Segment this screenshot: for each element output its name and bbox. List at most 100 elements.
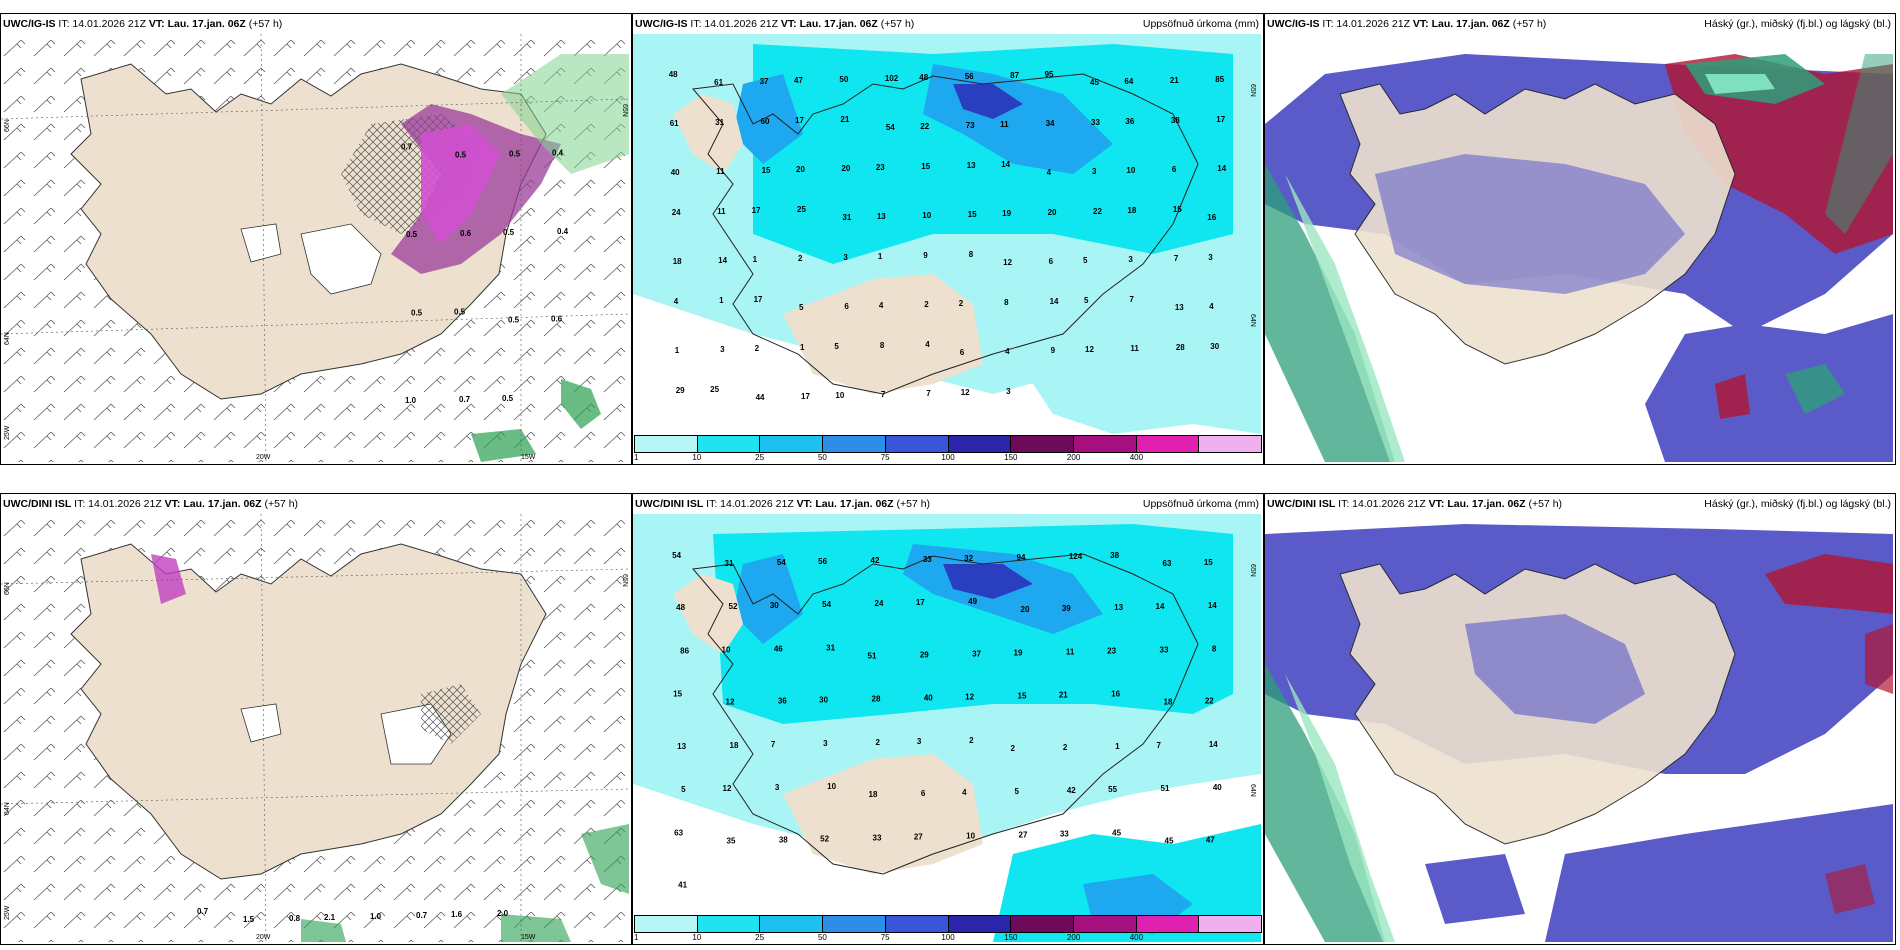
value-label: 2.0 [497,909,509,918]
value-label: 18 [1164,698,1173,707]
value-label: 11 [716,167,725,176]
value-label: 0.5 [454,308,466,317]
colorbar-box [760,916,824,932]
high-cloud-red [1765,554,1893,614]
colorbar-box [1199,916,1262,932]
value-label: 4 [674,297,679,306]
value-label: 1.5 [243,915,255,924]
lat-label-65n: 65N [1249,564,1256,577]
value-label: 21 [840,115,849,124]
value-label: 2 [798,254,803,263]
lead-time: (+57 h) [880,18,915,30]
valid-time: Lau. 17.jan. 06Z [799,18,878,30]
model-name: UWC/IG-IS [3,18,56,30]
value-label: 64 [1124,77,1133,86]
value-label: 9 [1051,346,1056,355]
precip-colorbar: 1 10 25 50 75 100 150 200 400 [634,915,1262,943]
lead-time: (+57 h) [248,18,283,30]
value-label: 50 [839,75,848,84]
value-label: 14 [1217,164,1226,173]
value-label: 3 [843,253,848,262]
value-label: 13 [677,742,686,751]
value-label: 7 [926,389,931,398]
value-label: 46 [774,644,783,653]
value-label: 54 [822,600,831,609]
value-label: 12 [726,698,735,707]
lon-label-20w: 20W [256,454,271,461]
value-label: 95 [1045,70,1054,79]
value-label: 31 [715,118,724,127]
colorbar-box [1011,916,1074,932]
value-label: 1.0 [370,912,382,921]
value-label: 21 [1059,691,1068,700]
colorbar-label: 100 [941,453,955,462]
icing-values: 0.7 0.5 0.5 0.4 0.5 0.6 0.5 0.4 0.5 0.5 0.5 0.6 1.0 0… [401,143,569,406]
value-label: 7 [1157,741,1162,750]
value-label: 12 [1003,258,1012,267]
panel-wind-dini: UWC/DINI ISL IT: 14.01.2026 21Z VT: Lau.… [0,493,632,945]
value-label: 29 [920,650,929,659]
value-label: 10 [722,645,731,654]
value-label: 18 [730,741,739,750]
lat-label-65n: 65N [1249,84,1256,97]
value-label: 2 [876,738,881,747]
value-label: 0.4 [552,149,564,158]
value-label: 54 [886,123,895,132]
value-label: 45 [1090,78,1099,87]
panel-clouds-igis: UWC/IG-IS IT: 14.01.2026 21Z VT: Lau. 17… [1264,13,1896,465]
init-time: IT: 14.01.2026 21Z [690,18,778,30]
value-label: 32 [964,554,973,563]
value-label: 21 [1170,76,1179,85]
value-label: 48 [919,73,928,82]
init-time: IT: 14.01.2026 21Z [706,498,794,510]
value-label: 6 [1172,165,1177,174]
value-label: 13 [967,161,976,170]
value-label: 2 [755,344,760,353]
value-label: 25 [710,385,719,394]
value-label: 1 [753,255,758,264]
colorbar-label: 1 [634,453,639,462]
value-label: 6 [960,348,965,357]
value-label: 12 [961,388,970,397]
map-area [1265,514,1895,944]
value-label: 3 [1208,253,1213,262]
colorbar-label: 25 [755,453,765,462]
init-time: IT: 14.01.2026 21Z [1322,18,1410,30]
value-label: 85 [1215,75,1224,84]
value-label: 42 [1067,786,1076,795]
panel-clouds-dini: UWC/DINI ISL IT: 14.01.2026 21Z VT: Lau.… [1264,493,1896,945]
colorbar-label: 75 [880,933,890,942]
value-label: 0.5 [509,150,521,159]
value-label: 41 [678,881,687,890]
value-label: 22 [1205,697,1214,706]
colorbar-label: 75 [880,453,890,462]
lon-label-20w: 20W [256,934,271,941]
value-label: 7 [881,390,886,399]
value-label: 4 [1005,347,1010,356]
value-label: 38 [779,835,788,844]
colorbar-box [885,916,949,932]
lon-label-25w: 25W [4,425,11,440]
valid-time: Lau. 17.jan. 06Z [183,498,262,510]
value-label: 27 [914,832,923,841]
value-label: 0.6 [460,229,472,238]
value-label: 3 [720,345,725,354]
value-label: 1.0 [405,396,417,405]
value-label: 63 [1163,559,1172,568]
value-label: 17 [1216,115,1225,124]
value-label: 38 [1110,551,1119,560]
colorbar-box [1136,436,1200,452]
value-label: 1 [878,252,883,261]
icing-values: 0.7 1.5 0.8 2.1 1.0 0.7 1.6 2.0 [197,907,509,924]
colorbar-box [697,916,761,932]
colorbar-boxes [634,435,1262,453]
value-label: 86 [680,646,689,655]
valid-label: VT: [780,18,797,30]
lat-label-64n: 64N [1249,314,1256,327]
value-label: 17 [754,295,763,304]
value-label: 31 [842,213,851,222]
wind-map: 66N 64N 25W 20W 15W 65N 0.70.5 0.5 0.40.5 0… [1,34,629,462]
cloud-map [1265,34,1893,462]
value-label: 51 [1161,784,1170,793]
